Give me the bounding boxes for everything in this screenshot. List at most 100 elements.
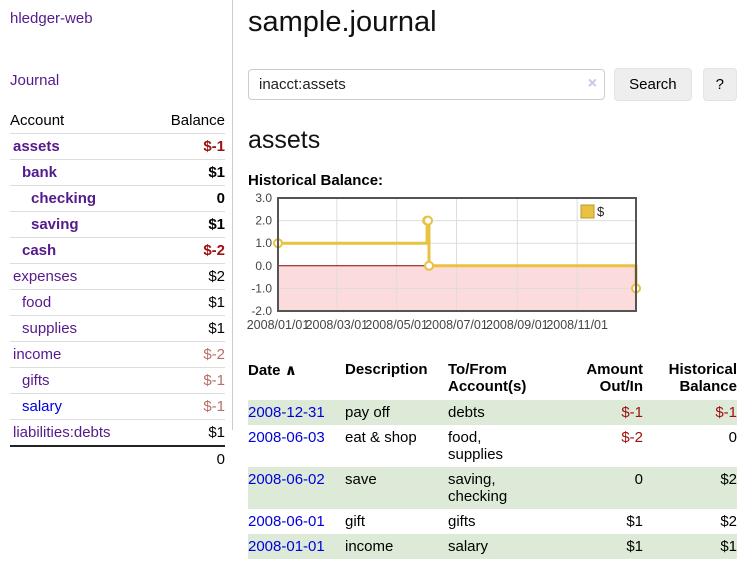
transaction-row: 2008-06-01 gift gifts $1 $2: [248, 509, 737, 534]
app-brand-link[interactable]: hledger-web: [10, 10, 93, 27]
transaction-date-link[interactable]: 2008-06-03: [248, 429, 325, 446]
chart-label: Historical Balance:: [248, 172, 384, 189]
transaction-date-link[interactable]: 2008-06-01: [248, 513, 325, 530]
transaction-row: 2008-06-03 eat & shop food, supplies $-2 0: [248, 425, 737, 467]
account-row: saving $1: [10, 211, 225, 238]
account-link[interactable]: income: [13, 346, 62, 363]
account-link[interactable]: checking: [31, 190, 97, 207]
svg-text:1.0: 1.0: [255, 236, 272, 250]
account-row: expenses $2: [10, 263, 225, 290]
main-content: sample.journal × Search ? assets Histori…: [247, 0, 737, 559]
register-header-row: Date ∧ Description To/From Account(s) Am…: [248, 358, 737, 400]
account-balance: $1: [208, 320, 225, 337]
svg-text:$: $: [597, 204, 605, 219]
transaction-balance: $2: [720, 471, 737, 488]
account-balance: $1: [208, 424, 225, 441]
svg-text:3.0: 3.0: [255, 191, 272, 205]
accounts-table: Account Balance assets $-1 bank $1 checking 0…: [10, 108, 225, 472]
register-header-amount: Amount Out/In: [586, 361, 643, 395]
account-balance: $-1: [203, 372, 225, 389]
account-row: food $1: [10, 289, 225, 316]
page-title: sample.journal: [248, 6, 437, 38]
account-row: cash $-2: [10, 237, 225, 264]
account-row: liabilities:debts $1: [10, 419, 225, 447]
transaction-amount: $1: [626, 538, 643, 555]
accounts-header-account: Account: [10, 112, 65, 129]
account-link[interactable]: liabilities:debts: [13, 424, 111, 441]
transaction-balance: $1: [720, 538, 737, 555]
svg-text:-1.0: -1.0: [251, 281, 272, 295]
register-header-date[interactable]: Date ∧: [248, 362, 297, 379]
transaction-date-link[interactable]: 2008-12-31: [248, 404, 325, 421]
transaction-row: 2008-01-01 income salary $1 $1: [248, 534, 737, 559]
account-link[interactable]: saving: [31, 216, 79, 233]
transaction-accounts: debts: [448, 404, 485, 421]
account-balance: $-2: [203, 242, 225, 259]
search-input[interactable]: [248, 69, 606, 100]
account-row: bank $1: [10, 159, 225, 186]
account-row: checking 0: [10, 185, 225, 212]
account-link[interactable]: gifts: [22, 372, 50, 389]
account-row: income $-2: [10, 341, 225, 368]
chart-legend: $: [580, 204, 605, 219]
transaction-row: 2008-12-31 pay off debts $-1 $-1: [248, 400, 737, 425]
account-balance: 0: [216, 190, 225, 207]
account-link[interactable]: cash: [22, 242, 57, 259]
transaction-date-cell: 2008-01-01: [248, 534, 345, 559]
account-link[interactable]: bank: [22, 164, 58, 181]
transaction-date-link[interactable]: 2008-06-02: [248, 471, 325, 488]
transaction-date-link[interactable]: 2008-01-01: [248, 538, 325, 555]
account-row: salary $-1: [10, 393, 225, 420]
transaction-balance: 0: [728, 429, 737, 446]
accounts-header-balance: Balance: [170, 112, 225, 129]
historical-balance-chart: $3.0 2.0 1.0 0.0 -1.0 -2.0 2008/01/01 2008/03/0…: [247, 191, 737, 342]
search-button[interactable]: Search: [614, 68, 692, 101]
account-link[interactable]: salary: [22, 398, 63, 415]
account-balance: $1: [208, 294, 225, 311]
account-link[interactable]: assets: [13, 138, 60, 155]
accounts-total-row: 0: [10, 446, 225, 472]
search-bar: × Search ?: [248, 68, 737, 101]
transaction-date-cell: 2008-06-03: [248, 425, 345, 467]
transaction-accounts: gifts: [448, 513, 476, 530]
sort-ascending-icon: ∧: [284, 362, 297, 379]
transaction-balance: $2: [720, 513, 737, 530]
transaction-amount: 0: [634, 471, 643, 488]
account-row: gifts $-1: [10, 367, 225, 394]
svg-text:-2.0: -2.0: [251, 304, 272, 318]
svg-text:2008/05/01: 2008/05/01: [365, 318, 428, 332]
transaction-accounts: saving, checking: [448, 471, 508, 505]
svg-text:0.0: 0.0: [255, 259, 272, 273]
account-balance: $2: [208, 268, 225, 285]
register-table: Date ∧ Description To/From Account(s) Am…: [248, 358, 737, 559]
transaction-amount: $-1: [621, 404, 643, 421]
register-header-description: Description: [345, 361, 428, 378]
transaction-date-cell: 2008-06-02: [248, 467, 345, 509]
account-link[interactable]: supplies: [22, 320, 78, 337]
account-balance: $-1: [203, 398, 225, 415]
transaction-description: eat & shop: [345, 429, 417, 446]
clear-search-icon[interactable]: ×: [587, 75, 598, 92]
account-link[interactable]: expenses: [13, 268, 78, 285]
transaction-description: gift: [345, 513, 366, 530]
svg-text:2008/09/01: 2008/09/01: [486, 318, 549, 332]
svg-text:2.0: 2.0: [255, 214, 272, 228]
register-header-balance: Historical Balance: [668, 361, 737, 395]
transaction-amount: $-2: [621, 429, 643, 446]
chart-canvas: $3.0 2.0 1.0 0.0 -1.0 -2.02008/01/012008/03/0…: [247, 191, 641, 332]
account-link[interactable]: food: [22, 294, 52, 311]
transaction-description: income: [345, 538, 394, 555]
transaction-amount: $1: [626, 513, 643, 530]
account-balance: $1: [208, 216, 225, 233]
sidebar: hledger-web Journal Account Balance asse…: [0, 0, 233, 468]
account-heading: assets: [248, 126, 321, 154]
transaction-date-cell: 2008-12-31: [248, 400, 345, 425]
account-balance: $-2: [203, 346, 225, 363]
account-row: supplies $1: [10, 315, 225, 342]
sidebar-item-journal[interactable]: Journal: [10, 72, 60, 89]
accounts-total-value: 0: [216, 451, 225, 468]
account-balance: $1: [208, 164, 225, 181]
svg-text:2008/07/01: 2008/07/01: [425, 318, 488, 332]
transaction-row: 2008-06-02 save saving, checking 0 $2: [248, 467, 737, 509]
help-button[interactable]: ?: [702, 68, 737, 101]
